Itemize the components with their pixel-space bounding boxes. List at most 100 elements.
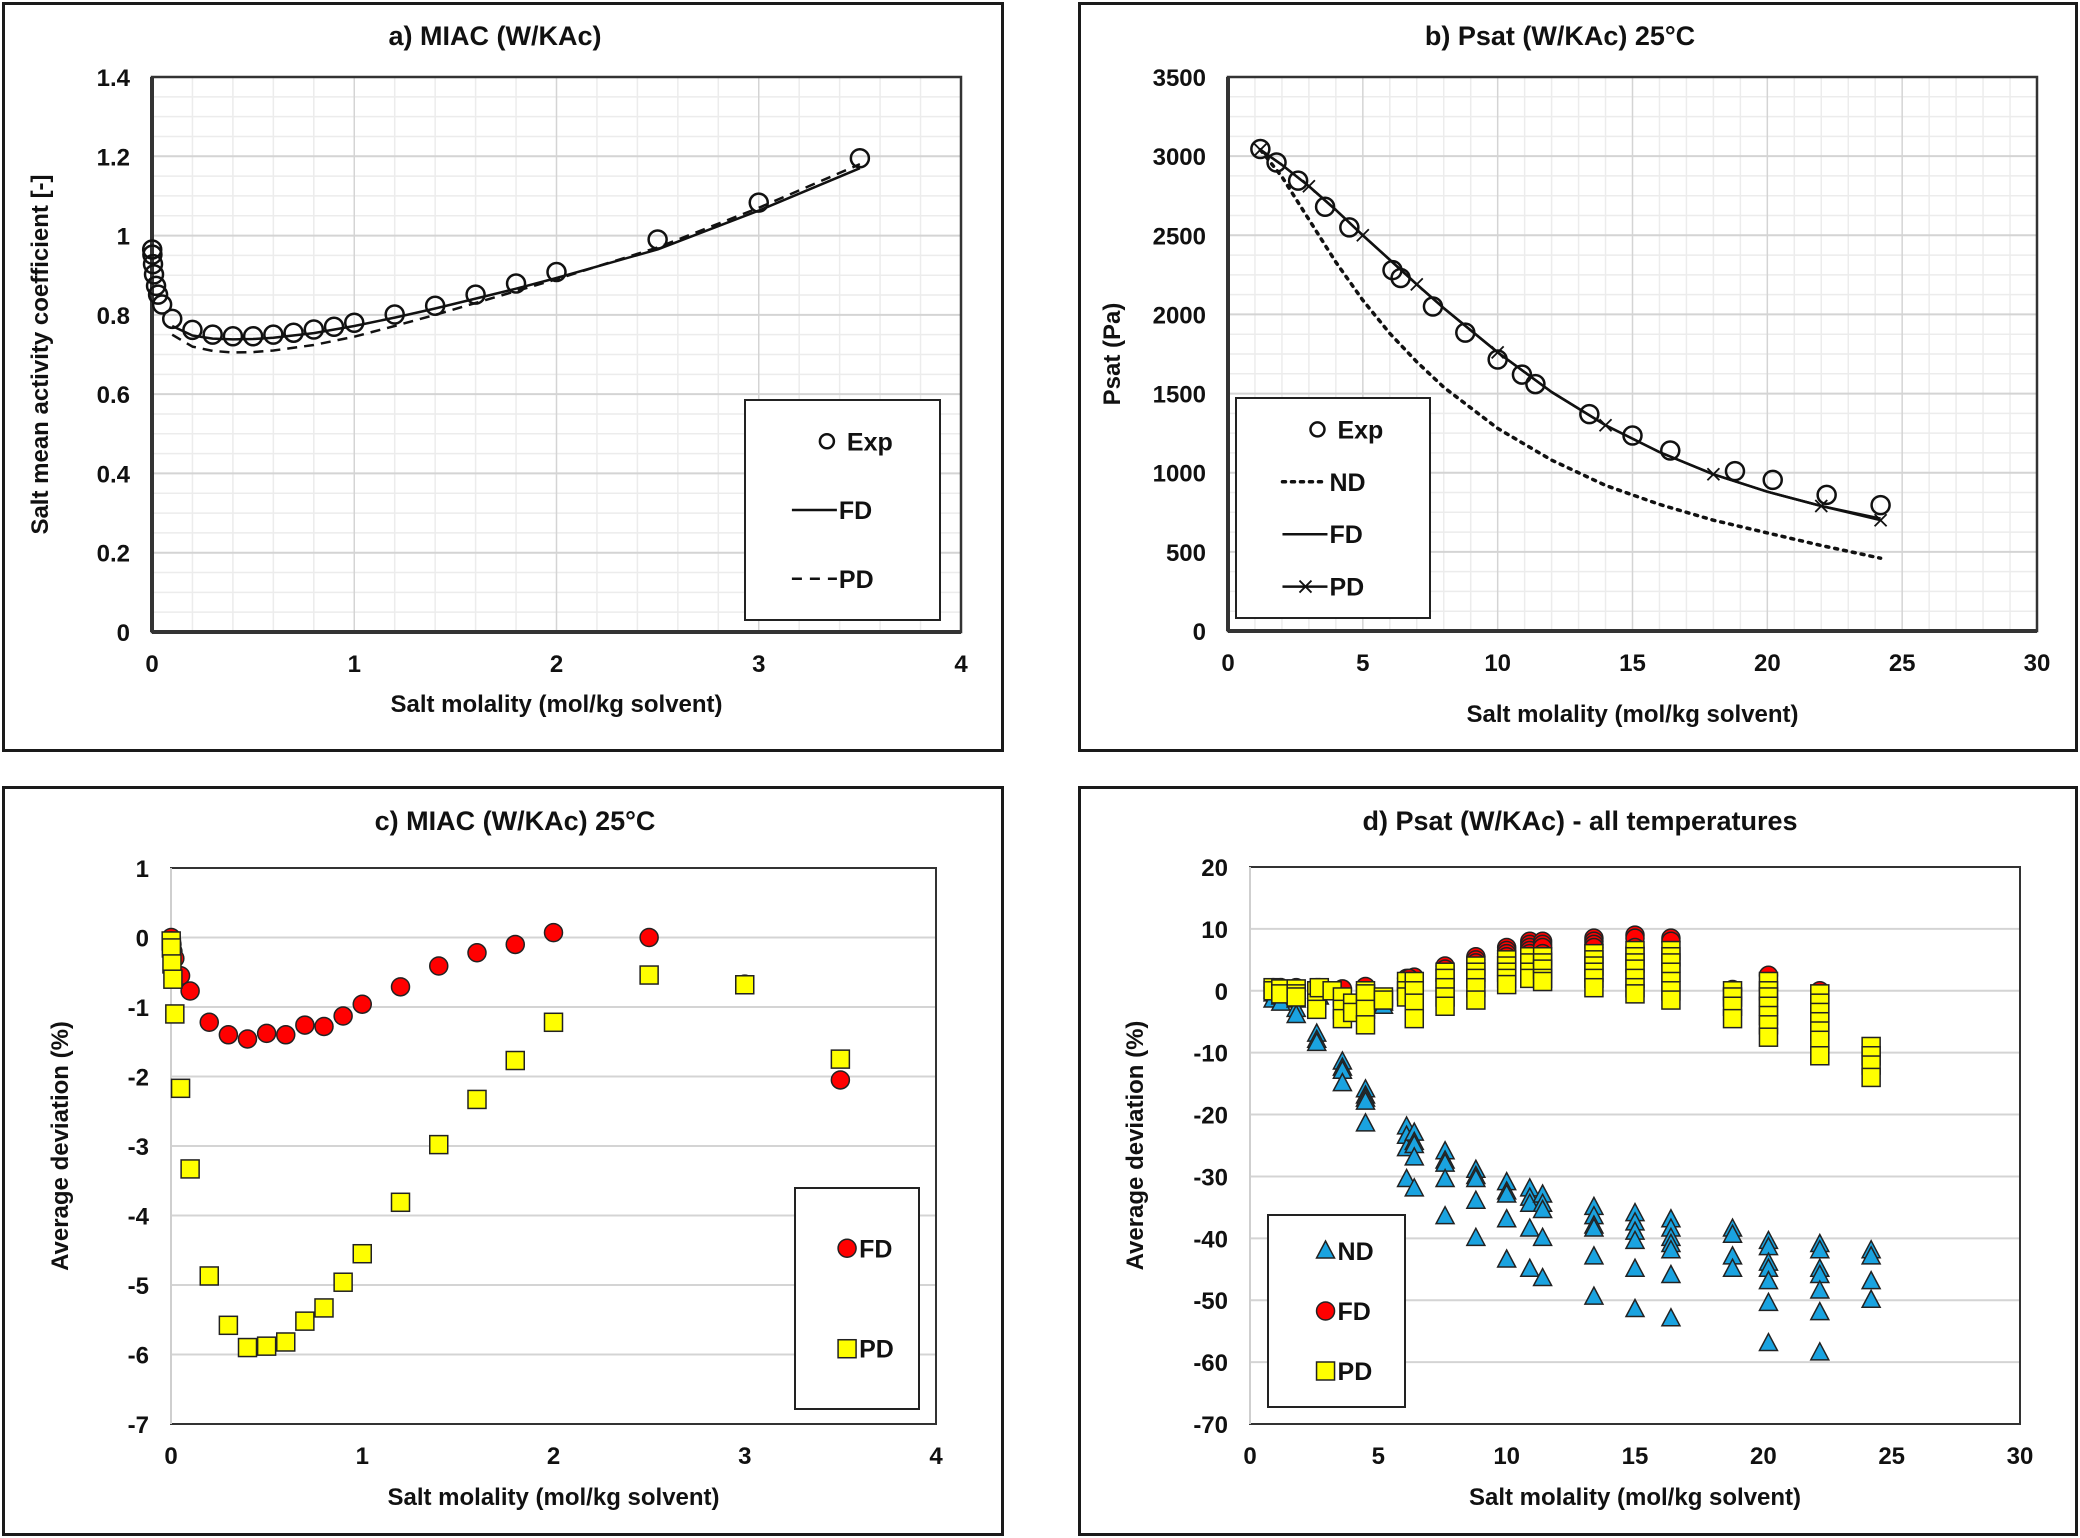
data-point <box>1724 460 1746 482</box>
data-point <box>142 253 164 275</box>
y-tick-label: 10 <box>1201 917 1228 944</box>
data-point <box>1809 1279 1831 1299</box>
data-point <box>142 244 163 265</box>
data-point <box>295 1311 315 1331</box>
data-point <box>314 1016 334 1037</box>
y-tick-label: -30 <box>1193 1164 1228 1191</box>
x-tick-label: 15 <box>1619 650 1646 677</box>
data-point <box>1870 494 1891 516</box>
legend-item-pd: PD <box>791 566 874 594</box>
x-tick-label: 3 <box>752 651 765 678</box>
series-pd <box>1263 940 1881 1088</box>
data-point <box>237 1029 258 1049</box>
x-tick-label: 0 <box>1221 650 1234 677</box>
data-point <box>1356 228 1370 242</box>
data-point <box>1583 1217 1605 1237</box>
y-tick-label: 3500 <box>1153 65 1206 92</box>
data-point <box>1519 1192 1541 1213</box>
legend-label: PD <box>1338 1358 1373 1386</box>
data-point <box>1660 1239 1682 1259</box>
data-point <box>390 1192 411 1213</box>
data-point <box>1583 1245 1605 1265</box>
data-point <box>1706 467 1721 481</box>
legend-label: FD <box>1329 521 1362 549</box>
x-tick-label: 20 <box>1750 1443 1777 1470</box>
legend-item-pd: PD <box>1282 574 1364 602</box>
legend-label: FD <box>1338 1298 1371 1326</box>
data-point <box>263 324 284 345</box>
data-point <box>1496 1248 1517 1268</box>
data-point <box>735 975 755 995</box>
data-point <box>151 294 173 315</box>
data-point <box>1583 1285 1605 1305</box>
data-point <box>237 1337 258 1358</box>
data-point <box>333 1272 353 1292</box>
data-point <box>283 322 304 343</box>
data-point <box>1404 1008 1425 1029</box>
data-point <box>199 1266 219 1286</box>
y-tick-label: 0.4 <box>97 461 131 488</box>
legend-item-nd: ND <box>1315 1238 1374 1266</box>
data-point <box>170 1078 191 1099</box>
x-tick-label: 10 <box>1484 650 1511 677</box>
series-line-nd <box>1258 148 1883 560</box>
data-point <box>1810 1046 1830 1066</box>
series-pd <box>171 163 861 354</box>
legend-item-pd: PD <box>1315 1358 1373 1386</box>
data-point <box>543 922 564 943</box>
data-point <box>1286 987 1306 1007</box>
data-point <box>1532 1266 1553 1287</box>
data-point <box>202 324 223 345</box>
data-point <box>1814 499 1828 513</box>
data-point <box>1315 1301 1336 1321</box>
data-point <box>467 943 487 963</box>
data-point <box>333 1006 353 1026</box>
data-point <box>1860 1245 1882 1265</box>
x-axis-label: Salt molality (mol/kg solvent) <box>390 691 722 718</box>
data-point <box>276 1332 296 1352</box>
series-exp <box>1250 138 1891 516</box>
panel-d <box>1078 786 2078 1536</box>
x-tick-label: 5 <box>1372 1443 1385 1470</box>
series-pd <box>1253 143 1888 527</box>
x-tick-label: 3 <box>738 1443 751 1470</box>
data-point <box>1306 1031 1327 1052</box>
legend-box <box>1235 397 1431 619</box>
data-point <box>314 1298 334 1318</box>
y-tick-label: 1.2 <box>97 144 130 171</box>
legend-item-fd: FD <box>1315 1298 1371 1326</box>
data-point <box>1532 971 1553 992</box>
series-line-pd <box>1259 148 1881 522</box>
y-tick-label: -4 <box>128 1204 150 1231</box>
data-point <box>323 316 345 337</box>
data-point <box>1396 1167 1417 1188</box>
data-point <box>1465 1167 1487 1188</box>
data-point <box>830 1070 851 1090</box>
y-tick-label: 2500 <box>1153 223 1206 250</box>
x-tick-label: 15 <box>1622 1443 1649 1470</box>
data-point <box>352 1243 372 1264</box>
x-tick-label: 2 <box>550 651 563 678</box>
data-point <box>161 308 183 330</box>
data-point <box>1722 1008 1743 1029</box>
data-point <box>1410 277 1424 291</box>
data-point <box>1722 1257 1743 1278</box>
data-point <box>256 1336 277 1356</box>
data-point <box>344 312 365 334</box>
data-point <box>163 969 183 989</box>
data-point <box>1758 1331 1779 1352</box>
data-point <box>837 1338 857 1359</box>
data-point <box>180 1159 200 1179</box>
data-point <box>1660 440 1681 461</box>
data-point <box>303 319 325 340</box>
data-point <box>1496 974 1517 995</box>
data-point <box>1287 170 1309 191</box>
chart-b: 0 5 10 15 20 25 30 0 500 1000 1500 2000 2500 3000 3500… <box>1099 21 2050 728</box>
legend-item-pd: PD <box>837 1336 894 1364</box>
y-tick-label: -10 <box>1193 1041 1228 1068</box>
data-point <box>1584 977 1604 998</box>
legend-item-fd: FD <box>837 1235 892 1263</box>
legend-label: ND <box>1338 1238 1374 1266</box>
data-point <box>1511 364 1533 385</box>
x-tick-label: 30 <box>2024 650 2051 677</box>
